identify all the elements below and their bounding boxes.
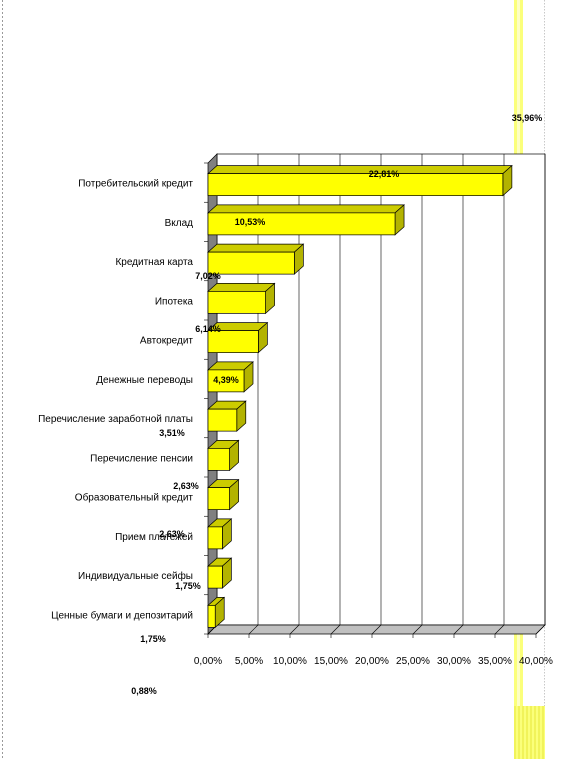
data-labels: 35,96% 22,81% 10,53% 7,02% 6,14% 4,39% 3,51% 2,… [131,113,542,696]
page-border [2,0,3,759]
bar-front [207,251,295,275]
bar-1 [207,164,513,197]
bar-6 [207,361,254,393]
category-label: Вклад [165,218,194,229]
bar-front [207,369,245,393]
bar-front [207,330,259,353]
data-label: 22,81% [369,169,400,179]
bar-front [207,565,223,589]
tick-labels: 0,00% 5,00% 10,00% 15,00% 20,00% 25,00% 30,00%… [194,656,553,667]
bar-7 [207,400,247,432]
data-label: 0,88% [131,686,157,696]
category-label: Ценные бумаги и депозитарий [51,609,193,621]
data-label: 6,14% [195,324,221,334]
bar-5 [207,321,269,354]
category-label: Кредитная карта [115,257,193,268]
side-strip-pattern [514,706,545,759]
data-label: 4,39% [213,375,239,385]
tick-label: 5,00% [235,656,263,667]
bar-front [207,448,230,471]
bar-2 [207,204,405,236]
bar-front [207,526,223,550]
bar-8 [207,439,240,472]
bar-10 [207,518,233,550]
chart-bars [207,164,513,629]
data-label: 1,75% [175,581,201,591]
tick-label: 25,00% [396,656,430,667]
floor-gridline [371,624,382,635]
data-label: 2,63% [159,529,185,539]
bar-front [207,212,396,236]
category-label: Образовательный кредит [75,492,194,504]
bar-front [207,408,238,432]
category-label: Автокредит [140,336,193,347]
category-label: Денежные переводы [96,375,193,386]
tick-label: 0,00% [194,656,222,667]
floor-gridline [453,624,464,635]
data-label: 1,75% [140,634,166,644]
bar-top [207,165,513,174]
bar-12 [207,596,226,629]
bar-front [207,291,266,314]
category-label: Индивидуальные сейфы [78,570,193,582]
floor-gridline [412,624,423,635]
data-label: 7,02% [195,271,221,281]
tick-label: 30,00% [437,656,471,667]
floor-gridline [289,624,300,635]
bar-3 [207,243,305,275]
tick-label: 35,00% [478,656,512,667]
category-label: Ипотека [155,296,194,307]
bar-front [207,173,504,196]
data-label: 35,96% [512,113,543,123]
category-label: Перечисление заработной платы [38,413,193,425]
category-label: Потребительский кредит [78,178,193,190]
bar-11 [207,557,233,589]
data-label: 10,53% [235,217,266,227]
bar-9 [207,478,240,511]
category-label: Прием платежей [115,532,193,543]
data-label: 2,63% [173,481,199,491]
bar-4 [207,282,276,315]
floor-gridline [330,624,341,635]
category-labels: Потребительский кредит Вклад Кредитная кар… [38,178,193,622]
floor-gridline [248,624,259,635]
bar-top [207,204,405,214]
bar-front [207,605,216,628]
tick-label: 15,00% [314,656,348,667]
tick-label: 20,00% [355,656,389,667]
category-label: Перечисление пенсии [90,453,193,464]
bar-top [207,283,276,292]
tick-label: 10,00% [273,656,307,667]
floor-gridline [494,624,505,635]
bar-top [207,243,305,253]
bar-front [207,487,230,510]
floor-gridline [535,624,546,635]
tick-label: 40,00% [519,656,553,667]
data-label: 3,51% [159,428,185,438]
